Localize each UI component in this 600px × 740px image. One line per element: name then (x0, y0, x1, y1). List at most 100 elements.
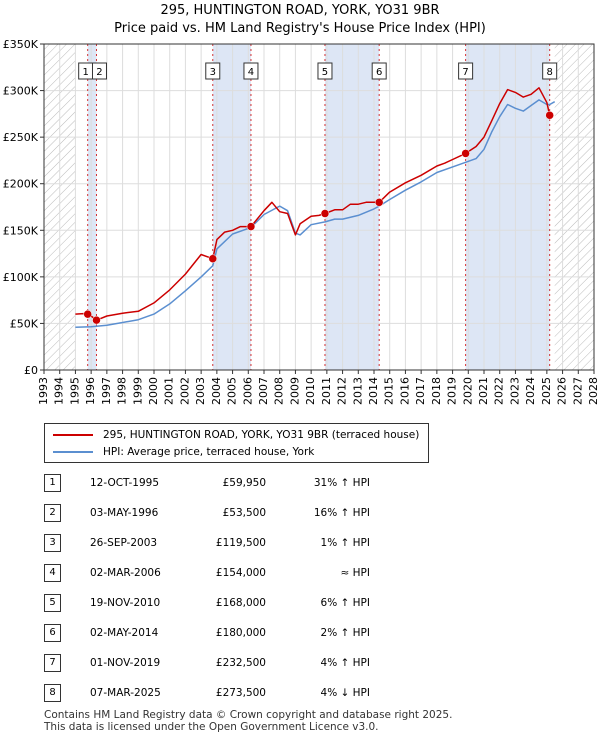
sale-number: 3 (44, 534, 61, 552)
sale-number-box (458, 62, 474, 80)
sale-hpi-relation: 4% ↓ HPI (320, 687, 370, 699)
sale-number-box (371, 62, 387, 80)
sale-period-band (87, 44, 97, 370)
sale-number-box (542, 62, 558, 80)
sale-number-label: 5 (322, 67, 328, 78)
sale-number: 7 (44, 654, 61, 672)
sale-date: 12-OCT-1995 (90, 477, 159, 489)
x-tick-label: 2028 (587, 377, 600, 405)
y-tick-label: £300K (3, 85, 39, 98)
sale-point (208, 254, 218, 263)
sale-point (83, 309, 92, 319)
sale-number-label: 4 (248, 67, 254, 78)
x-tick-label: 2011 (320, 377, 333, 405)
legend-item-hpi: HPI: Average price, terraced house, York (53, 444, 314, 460)
sale-row: 2 03-MAY-1996 £53,500 16% ↑ HPI (44, 503, 444, 523)
sale-price: £273,500 (215, 687, 266, 699)
y-tick-label: £50K (10, 317, 39, 330)
sale-hpi-relation: 16% ↑ HPI (313, 507, 370, 519)
sale-row: 8 07-MAR-2025 £273,500 4% ↓ HPI (44, 683, 444, 703)
footer-line-1: Contains HM Land Registry data © Crown c… (44, 709, 453, 721)
x-tick-label: 1996 (84, 377, 97, 405)
sale-point (92, 315, 101, 325)
x-tick-label: 2013 (351, 377, 364, 405)
footer: Contains HM Land Registry data © Crown c… (44, 709, 452, 733)
x-tick-label: 2021 (477, 377, 490, 405)
x-tick-label: 2009 (288, 377, 301, 405)
sale-hpi-relation: 31% ↑ HPI (313, 477, 370, 489)
x-tick-label: 2000 (147, 377, 160, 405)
x-tick-label: 1997 (100, 377, 113, 405)
sale-point (246, 222, 256, 231)
x-tick-label: 2027 (571, 377, 584, 405)
legend-swatch-property (53, 434, 93, 436)
sale-number-label: 8 (546, 67, 552, 78)
price-chart: 1993 1994 1995 1996 1997 1998 1999 2000 2001 2002… (3, 38, 600, 405)
sale-price: £168,000 (215, 597, 266, 609)
x-tick-label: 2005 (226, 377, 239, 405)
y-tick-label: £100K (3, 271, 39, 284)
x-tick-label: 2015 (383, 377, 396, 405)
sale-price: £232,500 (215, 657, 266, 669)
legend-label-hpi: HPI: Average price, terraced house, York (103, 446, 315, 458)
sale-hpi-relation: 1% ↑ HPI (320, 537, 370, 549)
sale-row: 5 19-NOV-2010 £168,000 6% ↑ HPI (44, 593, 444, 613)
sale-number-label: 2 (96, 67, 102, 78)
x-tick-label: 1998 (116, 377, 129, 405)
sale-price: £59,950 (222, 477, 266, 489)
sale-number: 5 (44, 594, 61, 612)
y-tick-label: £200K (3, 178, 39, 191)
series-line-hpi (75, 99, 556, 328)
plot-frame (43, 43, 595, 371)
x-tick-label: 2008 (273, 377, 286, 405)
x-tick-label: 1995 (68, 377, 81, 405)
y-tick-label: £150K (3, 224, 39, 237)
sale-point (461, 149, 470, 158)
x-tick-label: 2007 (257, 377, 270, 405)
x-tick-label: 2020 (461, 377, 474, 405)
x-tick-label: 1999 (131, 377, 144, 405)
title-line-1: 295, HUNTINGTON ROAD, YORK, YO31 9BR (160, 3, 440, 18)
sale-number-box (205, 62, 221, 80)
sale-price: £53,500 (222, 507, 266, 519)
sale-number: 1 (44, 474, 61, 492)
sale-date: 26-SEP-2003 (90, 537, 158, 549)
sale-number: 4 (44, 564, 61, 582)
legend-swatch-hpi (53, 451, 93, 453)
sale-hpi-relation: 4% ↑ HPI (320, 657, 370, 669)
sale-period-band (465, 44, 550, 370)
sale-date: 02-MAR-2006 (90, 567, 161, 579)
sale-date: 03-MAY-1996 (90, 507, 159, 519)
legend-item-property: 295, HUNTINGTON ROAD, YORK, YO31 9BR (te… (53, 427, 419, 443)
sale-date: 19-NOV-2010 (90, 597, 161, 609)
sale-number-label: 6 (376, 67, 382, 78)
footer-line-2: This data is licensed under the Open Gov… (44, 721, 379, 733)
sale-period-band (212, 44, 251, 370)
x-tick-label: 1993 (37, 377, 50, 405)
sale-number: 6 (44, 624, 61, 642)
sale-number-label: 3 (210, 67, 216, 78)
chart-title: 295, HUNTINGTON ROAD, YORK, YO31 9BR Pri… (0, 2, 600, 38)
sale-number-label: 1 (82, 67, 88, 78)
sale-number-label: 7 (462, 67, 468, 78)
title-line-2: Price paid vs. HM Land Registry's House … (114, 21, 486, 36)
x-tick-label: 2026 (556, 377, 569, 405)
x-tick-label: 2002 (178, 377, 191, 405)
sale-price: £119,500 (215, 537, 266, 549)
sale-number-box (91, 62, 107, 80)
sale-date: 02-MAY-2014 (90, 627, 159, 639)
x-tick-label: 2022 (493, 377, 506, 405)
sale-row: 3 26-SEP-2003 £119,500 1% ↑ HPI (44, 533, 444, 553)
sale-price: £180,000 (215, 627, 266, 639)
x-tick-label: 2003 (194, 377, 207, 405)
sale-date: 07-MAR-2025 (90, 687, 161, 699)
x-tick-label: 2010 (304, 377, 317, 405)
sale-period-band (324, 44, 380, 370)
x-tick-label: 2014 (367, 377, 380, 405)
sale-row: 7 01-NOV-2019 £232,500 4% ↑ HPI (44, 653, 444, 673)
sale-row: 4 02-MAR-2006 £154,000 ≈ HPI (44, 563, 444, 583)
x-tick-label: 2023 (508, 377, 521, 405)
y-tick-label: £250K (3, 131, 39, 144)
sale-row: 1 12-OCT-1995 £59,950 31% ↑ HPI (44, 473, 444, 493)
y-tick-label: £350K (3, 38, 39, 51)
